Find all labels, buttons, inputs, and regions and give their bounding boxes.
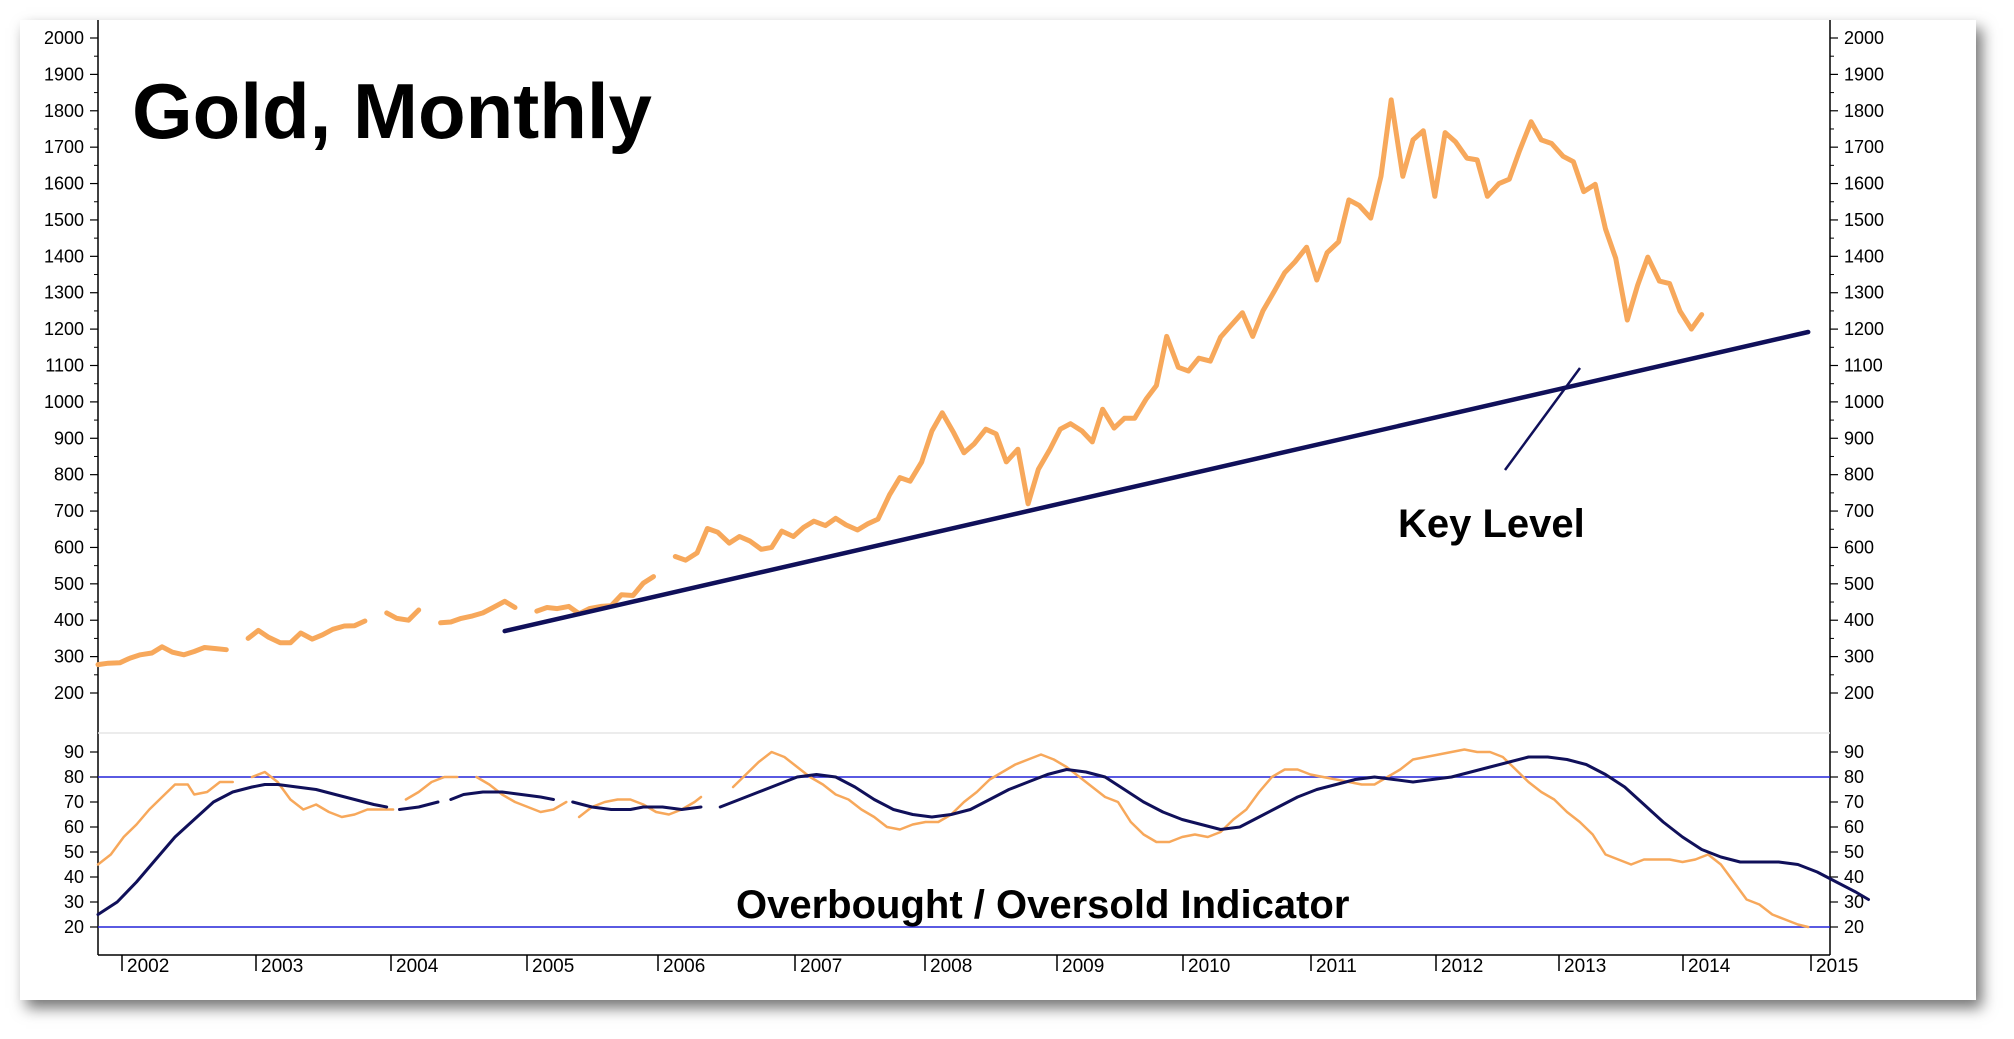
indicator-slow-line xyxy=(449,790,555,801)
indicator-tick-label-left: 90 xyxy=(64,742,84,762)
indicator-tick-label-right: 90 xyxy=(1844,742,1864,762)
y-tick-label-right: 1800 xyxy=(1844,101,1884,121)
x-tick-label: 2003 xyxy=(261,956,303,977)
x-tick-label: 2012 xyxy=(1441,956,1483,977)
y-tick-label-left: 1100 xyxy=(45,356,84,376)
y-tick-label-left: 700 xyxy=(54,501,84,521)
y-tick-label-right: 700 xyxy=(1844,501,1874,521)
indicator-tick-label-right: 80 xyxy=(1844,767,1864,787)
axes-layer: 200 200 300 300 400 400 500 500 600 600 700 700 800 8… xyxy=(44,20,1884,977)
y-tick-label-right: 1400 xyxy=(1844,246,1884,266)
y-tick-label-left: 1200 xyxy=(44,319,84,339)
x-tick-label: 2009 xyxy=(1062,956,1104,977)
y-tick-label-left: 300 xyxy=(54,647,84,667)
x-tick-label: 2010 xyxy=(1188,956,1230,977)
indicator-tick-label-left: 50 xyxy=(64,842,84,862)
y-tick-label-right: 600 xyxy=(1844,537,1874,557)
key-level-label: Key Level xyxy=(1398,502,1585,546)
gold-price-line xyxy=(384,607,422,623)
indicator-tick-label-right: 50 xyxy=(1844,842,1864,862)
y-tick-label-right: 1200 xyxy=(1844,319,1884,339)
y-tick-label-right: 500 xyxy=(1844,574,1874,594)
gold-price-line xyxy=(245,618,368,646)
indicator-tick-label-right: 30 xyxy=(1844,892,1864,912)
y-tick-label-right: 200 xyxy=(1844,683,1874,703)
y-tick-label-right: 1000 xyxy=(1844,392,1884,412)
indicator-fast-line xyxy=(404,775,459,801)
y-tick-label-right: 1500 xyxy=(1844,210,1884,230)
indicator-slow-line xyxy=(571,800,703,811)
y-tick-label-left: 800 xyxy=(54,465,84,485)
x-tick-label: 2013 xyxy=(1564,956,1606,977)
y-tick-label-left: 400 xyxy=(54,610,84,630)
chart-title: Gold, Monthly xyxy=(132,67,652,155)
indicator-fast-line xyxy=(250,770,395,819)
y-tick-label-left: 2000 xyxy=(44,28,84,48)
y-tick-label-left: 1600 xyxy=(44,174,84,194)
x-tick-label: 2007 xyxy=(800,956,842,977)
indicator-tick-label-right: 20 xyxy=(1844,917,1864,937)
indicator-slow-line xyxy=(96,783,389,916)
indicator-fast-line xyxy=(577,795,703,819)
gold-chart: 200 200 300 300 400 400 500 500 600 600 700 700 800 8… xyxy=(44,20,1884,977)
indicator-slow-line xyxy=(398,800,440,811)
gold-price-line xyxy=(672,97,1705,563)
y-tick-label-left: 1000 xyxy=(44,392,84,412)
y-tick-label-left: 900 xyxy=(54,428,84,448)
indicator-fast-line xyxy=(731,748,1810,929)
indicator-tick-label-left: 60 xyxy=(64,817,84,837)
indicator-tick-label-left: 80 xyxy=(64,767,84,787)
chart-frame: 200 200 300 300 400 400 500 500 600 600 700 700 800 8… xyxy=(20,20,1976,1000)
indicator-tick-label-left: 70 xyxy=(64,792,84,812)
indicator-tick-label-right: 40 xyxy=(1844,867,1864,887)
y-tick-label-left: 1500 xyxy=(44,210,84,230)
gold-price-line xyxy=(95,644,229,668)
x-tick-label: 2014 xyxy=(1688,956,1731,977)
indicator-title: Overbought / Oversold Indicator xyxy=(736,883,1349,927)
y-tick-label-left: 1800 xyxy=(44,101,84,121)
y-tick-label-right: 1600 xyxy=(1844,174,1884,194)
y-tick-label-right: 900 xyxy=(1844,428,1874,448)
indicator-fast-line xyxy=(475,775,568,814)
indicator-tick-label-right: 60 xyxy=(1844,817,1864,837)
x-tick-label: 2002 xyxy=(127,956,169,977)
x-tick-label: 2015 xyxy=(1816,956,1858,977)
gold-price-line xyxy=(534,574,656,617)
y-tick-label-left: 200 xyxy=(54,683,84,703)
y-tick-label-right: 1900 xyxy=(1844,64,1884,84)
indicator-tick-label-left: 40 xyxy=(64,867,84,887)
x-tick-label: 2004 xyxy=(396,956,439,977)
y-tick-label-left: 500 xyxy=(54,574,84,594)
y-tick-label-left: 1400 xyxy=(44,246,84,266)
marks-layer xyxy=(95,97,1870,929)
indicator-tick-label-right: 70 xyxy=(1844,792,1864,812)
y-tick-label-left: 1700 xyxy=(44,137,84,157)
x-tick-label: 2011 xyxy=(1316,956,1357,977)
y-tick-label-right: 400 xyxy=(1844,610,1874,630)
indicator-slow-line xyxy=(718,755,1870,901)
gold-price-line xyxy=(438,598,518,626)
y-tick-label-right: 800 xyxy=(1844,465,1874,485)
indicator-tick-label-left: 30 xyxy=(64,892,84,912)
y-tick-label-right: 2000 xyxy=(1844,28,1884,48)
key-level-pointer xyxy=(1503,367,1582,471)
y-tick-label-right: 1700 xyxy=(1844,137,1884,157)
x-tick-label: 2006 xyxy=(663,956,705,977)
trendline xyxy=(502,329,1811,634)
y-tick-label-right: 300 xyxy=(1844,647,1874,667)
y-tick-label-right: 1100 xyxy=(1844,356,1883,376)
y-tick-label-left: 1900 xyxy=(44,64,84,84)
y-tick-label-right: 1300 xyxy=(1844,283,1884,303)
x-tick-label: 2005 xyxy=(532,956,574,977)
y-tick-label-left: 1300 xyxy=(44,283,84,303)
indicator-tick-label-left: 20 xyxy=(64,917,84,937)
y-tick-label-left: 600 xyxy=(54,537,84,557)
indicator-fast-line xyxy=(96,780,234,866)
x-tick-label: 2008 xyxy=(930,956,972,977)
